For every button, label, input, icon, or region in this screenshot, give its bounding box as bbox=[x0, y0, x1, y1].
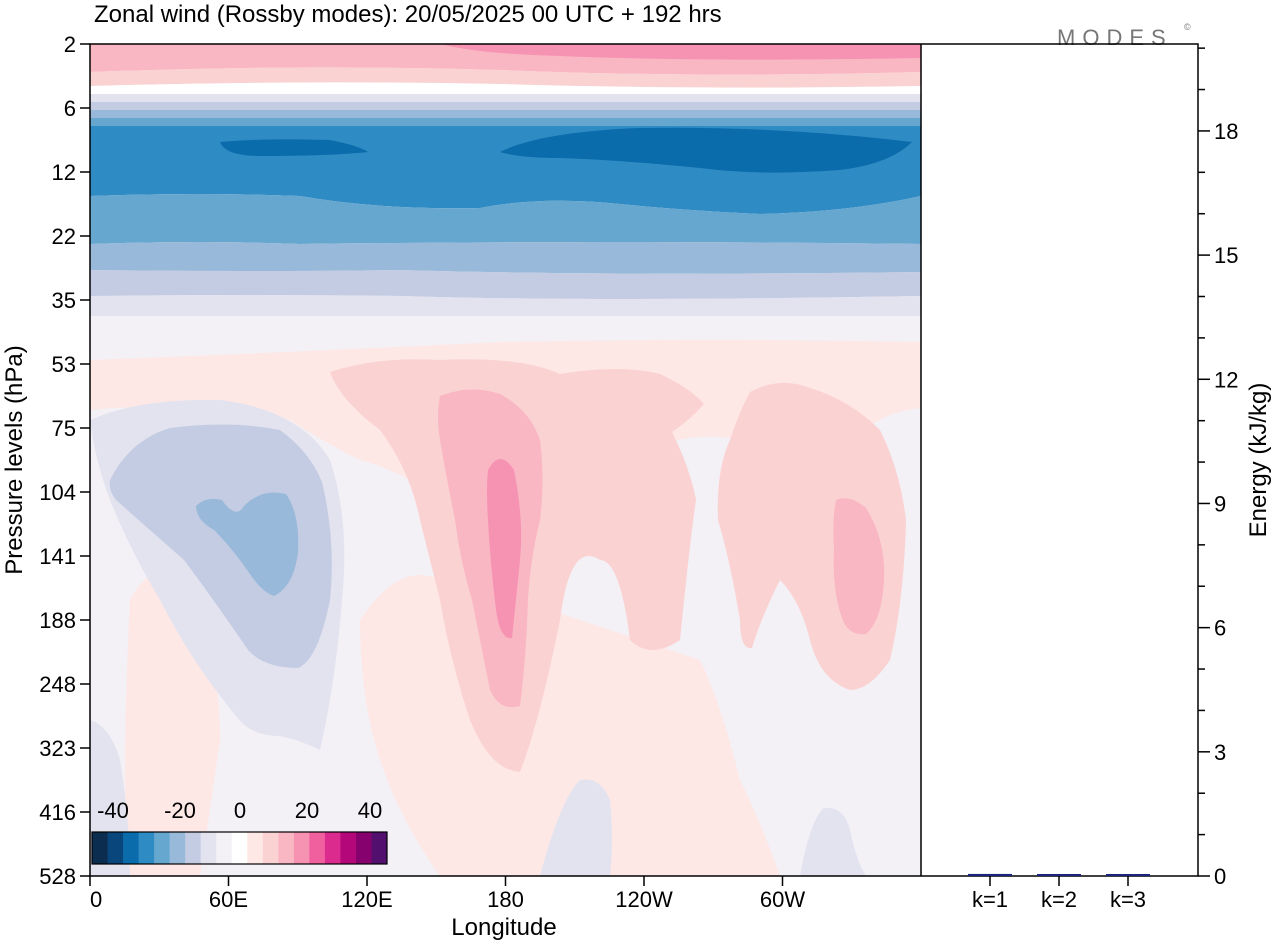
y-tick-label: 6 bbox=[64, 96, 76, 121]
y-tick-label: 141 bbox=[39, 544, 76, 569]
band-neutral bbox=[90, 316, 921, 342]
band-top-hot bbox=[440, 44, 921, 60]
energy-bar bbox=[968, 873, 1012, 876]
jet-core-1 bbox=[220, 139, 368, 156]
x-axis: 0 60E 120E 180 120W 60W bbox=[89, 876, 805, 912]
colorbar-segment bbox=[185, 832, 202, 864]
colorbar-segment bbox=[262, 832, 279, 864]
energy-axis: 0 3 6 9 12 15 18 bbox=[1198, 47, 1238, 889]
colorbar-segment bbox=[371, 832, 388, 864]
bar-category-label: k=1 bbox=[972, 887, 1008, 912]
energy-tick-label: 12 bbox=[1214, 367, 1238, 392]
energy-tick-label: 3 bbox=[1214, 740, 1226, 765]
y-tick-label: 416 bbox=[39, 800, 76, 825]
band-blue-2 bbox=[90, 118, 921, 126]
colorbar-segment bbox=[340, 832, 357, 864]
band-grey-4 bbox=[90, 295, 921, 316]
hot-core-dateline bbox=[487, 459, 522, 639]
colorbar-segment bbox=[355, 832, 372, 864]
bar-category-label: k=3 bbox=[1110, 887, 1146, 912]
x-axis-label: Longitude bbox=[451, 914, 556, 941]
x-tick-label: 180 bbox=[487, 887, 524, 912]
colorbar-segment bbox=[324, 832, 341, 864]
colorbar-segment bbox=[309, 832, 326, 864]
contour-field bbox=[90, 44, 921, 876]
colorbar-tick-label: -20 bbox=[164, 798, 196, 823]
y-tick-label: 75 bbox=[52, 416, 76, 441]
y-tick-label: 12 bbox=[52, 160, 76, 185]
energy-bars bbox=[968, 873, 1150, 876]
energy-tick-label: 9 bbox=[1214, 491, 1226, 516]
modes-logo-mark: © bbox=[1184, 22, 1191, 32]
colorbar-frame bbox=[91, 831, 388, 865]
energy-tick-label: 6 bbox=[1214, 616, 1226, 641]
y-tick-label: 35 bbox=[52, 288, 76, 313]
jet-core-2 bbox=[500, 127, 912, 173]
energy-bar bbox=[1037, 874, 1081, 876]
y-axis-label: Pressure levels (hPa) bbox=[1, 345, 28, 574]
y-tick-label: 528 bbox=[39, 864, 76, 889]
y-tick-label: 323 bbox=[39, 736, 76, 761]
colorbar-tick-label: 20 bbox=[295, 798, 319, 823]
colorbar-tick-label: 0 bbox=[234, 798, 246, 823]
colorbar-segment bbox=[169, 832, 186, 864]
y-tick-label: 188 bbox=[39, 608, 76, 633]
x-tick-label: 120E bbox=[341, 887, 392, 912]
y-tick-label: 2 bbox=[64, 32, 76, 57]
energy-bar bbox=[1106, 874, 1150, 876]
colorbar-segment bbox=[216, 832, 233, 864]
neutral-patch-2 bbox=[800, 807, 866, 876]
modes-logo-text: MODES bbox=[1057, 25, 1173, 50]
colorbar-segment bbox=[123, 832, 140, 864]
y-tick-label: 248 bbox=[39, 672, 76, 697]
energy-bar-labels: k=1 k=2 k=3 bbox=[972, 876, 1146, 912]
blue-region-60E-mid bbox=[109, 424, 332, 668]
y-tick-label: 104 bbox=[39, 480, 76, 505]
y-tick-label: 53 bbox=[52, 352, 76, 377]
x-tick-label: 120W bbox=[615, 887, 673, 912]
colorbar-tick-label: -40 bbox=[97, 798, 129, 823]
energy-tick-label: 0 bbox=[1214, 864, 1226, 889]
colorbar-segment bbox=[200, 832, 217, 864]
colorbar-segment bbox=[247, 832, 264, 864]
energy-tick-label: 18 bbox=[1214, 119, 1238, 144]
y-axis: 2 6 12 22 35 53 75 104 141 188 248 323 416 528 bbox=[39, 32, 90, 889]
colorbar-segment bbox=[107, 832, 124, 864]
colorbar-tick-label: 40 bbox=[358, 798, 382, 823]
energy-axis-label: Energy (kJ/kg) bbox=[1245, 383, 1272, 538]
rose-core-60W bbox=[833, 498, 885, 635]
x-tick-label: 0 bbox=[90, 887, 102, 912]
band-grey-1 bbox=[90, 94, 921, 102]
neutral-patch-1 bbox=[540, 779, 612, 876]
colorbar-segment bbox=[154, 832, 171, 864]
band-grey-2 bbox=[90, 102, 921, 110]
colorbar-labels: -40 -20 0 20 40 bbox=[97, 798, 382, 823]
chart-title: Zonal wind (Rossby modes): 20/05/2025 00… bbox=[94, 1, 722, 28]
colorbar bbox=[91, 831, 388, 865]
colorbar-segment bbox=[293, 832, 310, 864]
band-blue-mid bbox=[90, 194, 921, 244]
modes-logo: MODES © bbox=[1057, 22, 1191, 50]
band-blue-soft bbox=[90, 242, 921, 274]
band-grey-3 bbox=[90, 270, 921, 299]
x-tick-label: 60E bbox=[209, 887, 248, 912]
band-light-pink-1 bbox=[90, 67, 921, 88]
band-blue-1 bbox=[90, 110, 921, 118]
colorbar-segment bbox=[92, 832, 109, 864]
y-tick-label: 22 bbox=[52, 224, 76, 249]
colorbar-segment bbox=[231, 832, 248, 864]
colorbar-segment bbox=[278, 832, 295, 864]
colorbar-segment bbox=[138, 832, 155, 864]
band-white bbox=[90, 82, 921, 94]
energy-tick-label: 15 bbox=[1214, 243, 1238, 268]
x-tick-label: 60W bbox=[760, 887, 805, 912]
bar-category-label: k=2 bbox=[1041, 887, 1077, 912]
blue-region-60E-inner bbox=[196, 492, 299, 596]
